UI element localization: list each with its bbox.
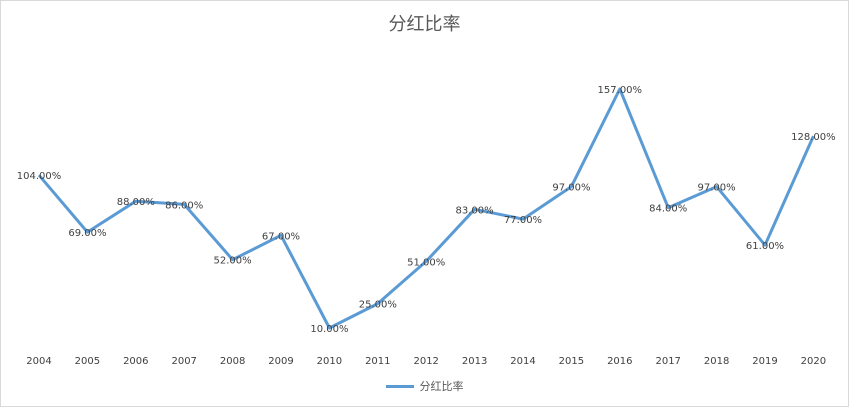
data-label: 67.00% <box>262 231 300 242</box>
series-layer <box>37 87 815 330</box>
data-label: 97.00% <box>698 183 736 194</box>
chart-title: 分红比率 <box>388 14 461 35</box>
data-label: 84.00% <box>649 204 687 215</box>
legend-label: 分红比率 <box>419 380 464 393</box>
legend: 分红比率 <box>0 378 849 394</box>
data-labels: 104.00% 69.00% 88.00% 86.00% 52.00% 67.00% 10.… <box>17 85 836 335</box>
x-tick-label: 2015 <box>559 356 584 367</box>
x-tick-label: 2012 <box>413 356 438 367</box>
x-tick-label: 2004 <box>26 356 51 367</box>
data-label: 61.00% <box>746 241 784 252</box>
x-tick-label: 2010 <box>317 356 342 367</box>
data-label: 86.00% <box>165 200 203 211</box>
x-tick-label: 2016 <box>607 356 632 367</box>
x-tick-label: 2009 <box>268 356 293 367</box>
data-label: 10.00% <box>310 324 348 335</box>
x-tick-label: 2020 <box>801 356 826 367</box>
x-tick-label: 2005 <box>75 356 100 367</box>
x-tick-label: 2019 <box>752 356 777 367</box>
data-label: 128.00% <box>791 132 836 143</box>
data-label: 25.00% <box>359 300 397 311</box>
x-tick-label: 2011 <box>365 356 390 367</box>
x-tick-label: 2013 <box>462 356 487 367</box>
legend-swatch <box>385 384 414 388</box>
x-tick-label: 2008 <box>220 356 245 367</box>
x-tick-label: 2014 <box>510 356 535 367</box>
x-tick-label: 2017 <box>655 356 680 367</box>
data-label: 51.00% <box>407 257 445 268</box>
data-label: 52.00% <box>214 256 252 267</box>
data-label: 157.00% <box>598 85 643 96</box>
series-line <box>37 87 815 330</box>
x-tick-label: 2007 <box>171 356 196 367</box>
data-label: 83.00% <box>456 205 494 216</box>
data-label: 77.00% <box>504 215 542 226</box>
data-label: 97.00% <box>552 183 590 194</box>
x-tick-label: 2018 <box>704 356 729 367</box>
data-label: 88.00% <box>117 197 155 208</box>
data-label: 104.00% <box>17 171 62 182</box>
data-label: 69.00% <box>68 228 106 239</box>
x-axis: 2004 2005 2006 2007 2008 2009 2010 2011 2012 2013… <box>26 356 826 367</box>
x-tick-label: 2006 <box>123 356 148 367</box>
